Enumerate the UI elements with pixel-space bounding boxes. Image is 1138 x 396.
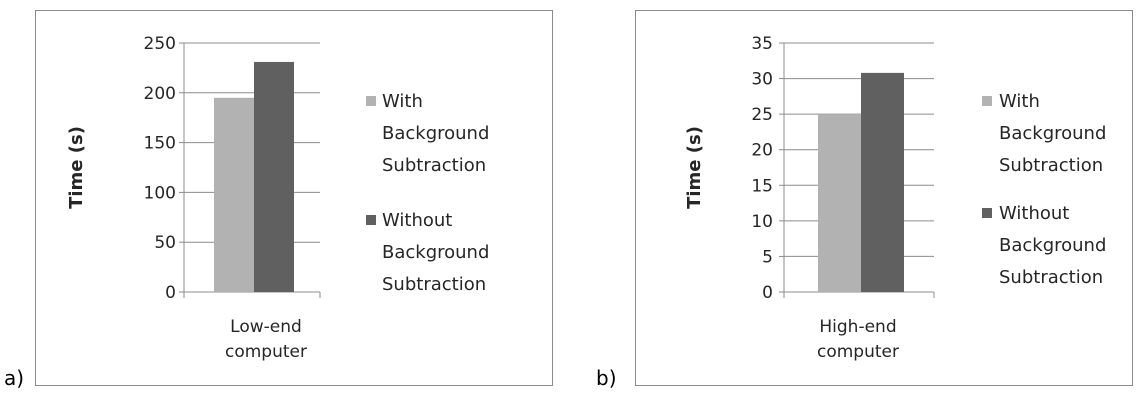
y-tick-label: 0	[762, 283, 773, 303]
legend-label: Subtraction	[999, 267, 1103, 288]
y-tick-label: 5	[762, 247, 773, 267]
legend-label: Background	[382, 242, 489, 263]
y-axis-title: Time (s)	[66, 126, 87, 209]
bar-with-bg-subtraction	[214, 97, 254, 292]
x-category-label: Low-end	[230, 317, 302, 337]
y-tick-label: 150	[144, 134, 176, 154]
y-tick-label: 200	[144, 84, 176, 104]
y-tick-label: 15	[751, 176, 773, 196]
legend-label: Subtraction	[999, 155, 1103, 176]
panel-label-a: a)	[4, 366, 25, 390]
legend-swatch	[982, 208, 992, 218]
y-tick-label: 30	[751, 70, 773, 90]
y-tick-label: 0	[165, 283, 176, 303]
x-category-label: computer	[225, 342, 307, 362]
legend-label: Background	[382, 123, 489, 144]
legend-label: Without	[999, 203, 1069, 224]
y-tick-label: 100	[144, 183, 176, 203]
legend-swatch	[366, 96, 376, 106]
legend-label: With	[382, 91, 423, 112]
bar-without-bg-subtraction	[861, 72, 904, 292]
legend-label: Without	[382, 210, 452, 231]
y-tick-label: 10	[751, 212, 773, 232]
chart-svg: 0 5 10 15 20 25 30 35 Time (s) High-end computer Wi…	[684, 34, 1106, 362]
chart-b: 0 5 10 15 20 25 30 35 Time (s) High-end computer Wi…	[635, 10, 1133, 386]
legend-label: Background	[999, 235, 1106, 256]
y-tick-label: 35	[751, 34, 773, 54]
legend-swatch	[366, 215, 376, 225]
legend-label: With	[999, 91, 1040, 112]
bar-without-bg-subtraction	[254, 61, 294, 293]
y-tick-label: 250	[144, 34, 176, 54]
legend-label: Subtraction	[382, 155, 486, 176]
legend-label: Background	[999, 123, 1106, 144]
chart-a: 0 50 100 150 200 250 Time (s) Low-end computer Wi…	[35, 10, 553, 386]
y-tick-label: 20	[751, 141, 773, 161]
legend-label: Subtraction	[382, 274, 486, 295]
y-tick-label: 25	[751, 105, 773, 125]
y-tick-label: 50	[154, 233, 176, 253]
bar-with-bg-subtraction	[818, 114, 861, 293]
panel-label-b: b)	[596, 366, 617, 390]
y-axis-title: Time (s)	[684, 126, 705, 209]
x-category-label: High-end	[819, 317, 896, 337]
chart-svg: 0 50 100 150 200 250 Time (s) Low-end computer Wi…	[66, 34, 489, 362]
legend-swatch	[982, 96, 992, 106]
x-category-label: computer	[817, 342, 899, 362]
